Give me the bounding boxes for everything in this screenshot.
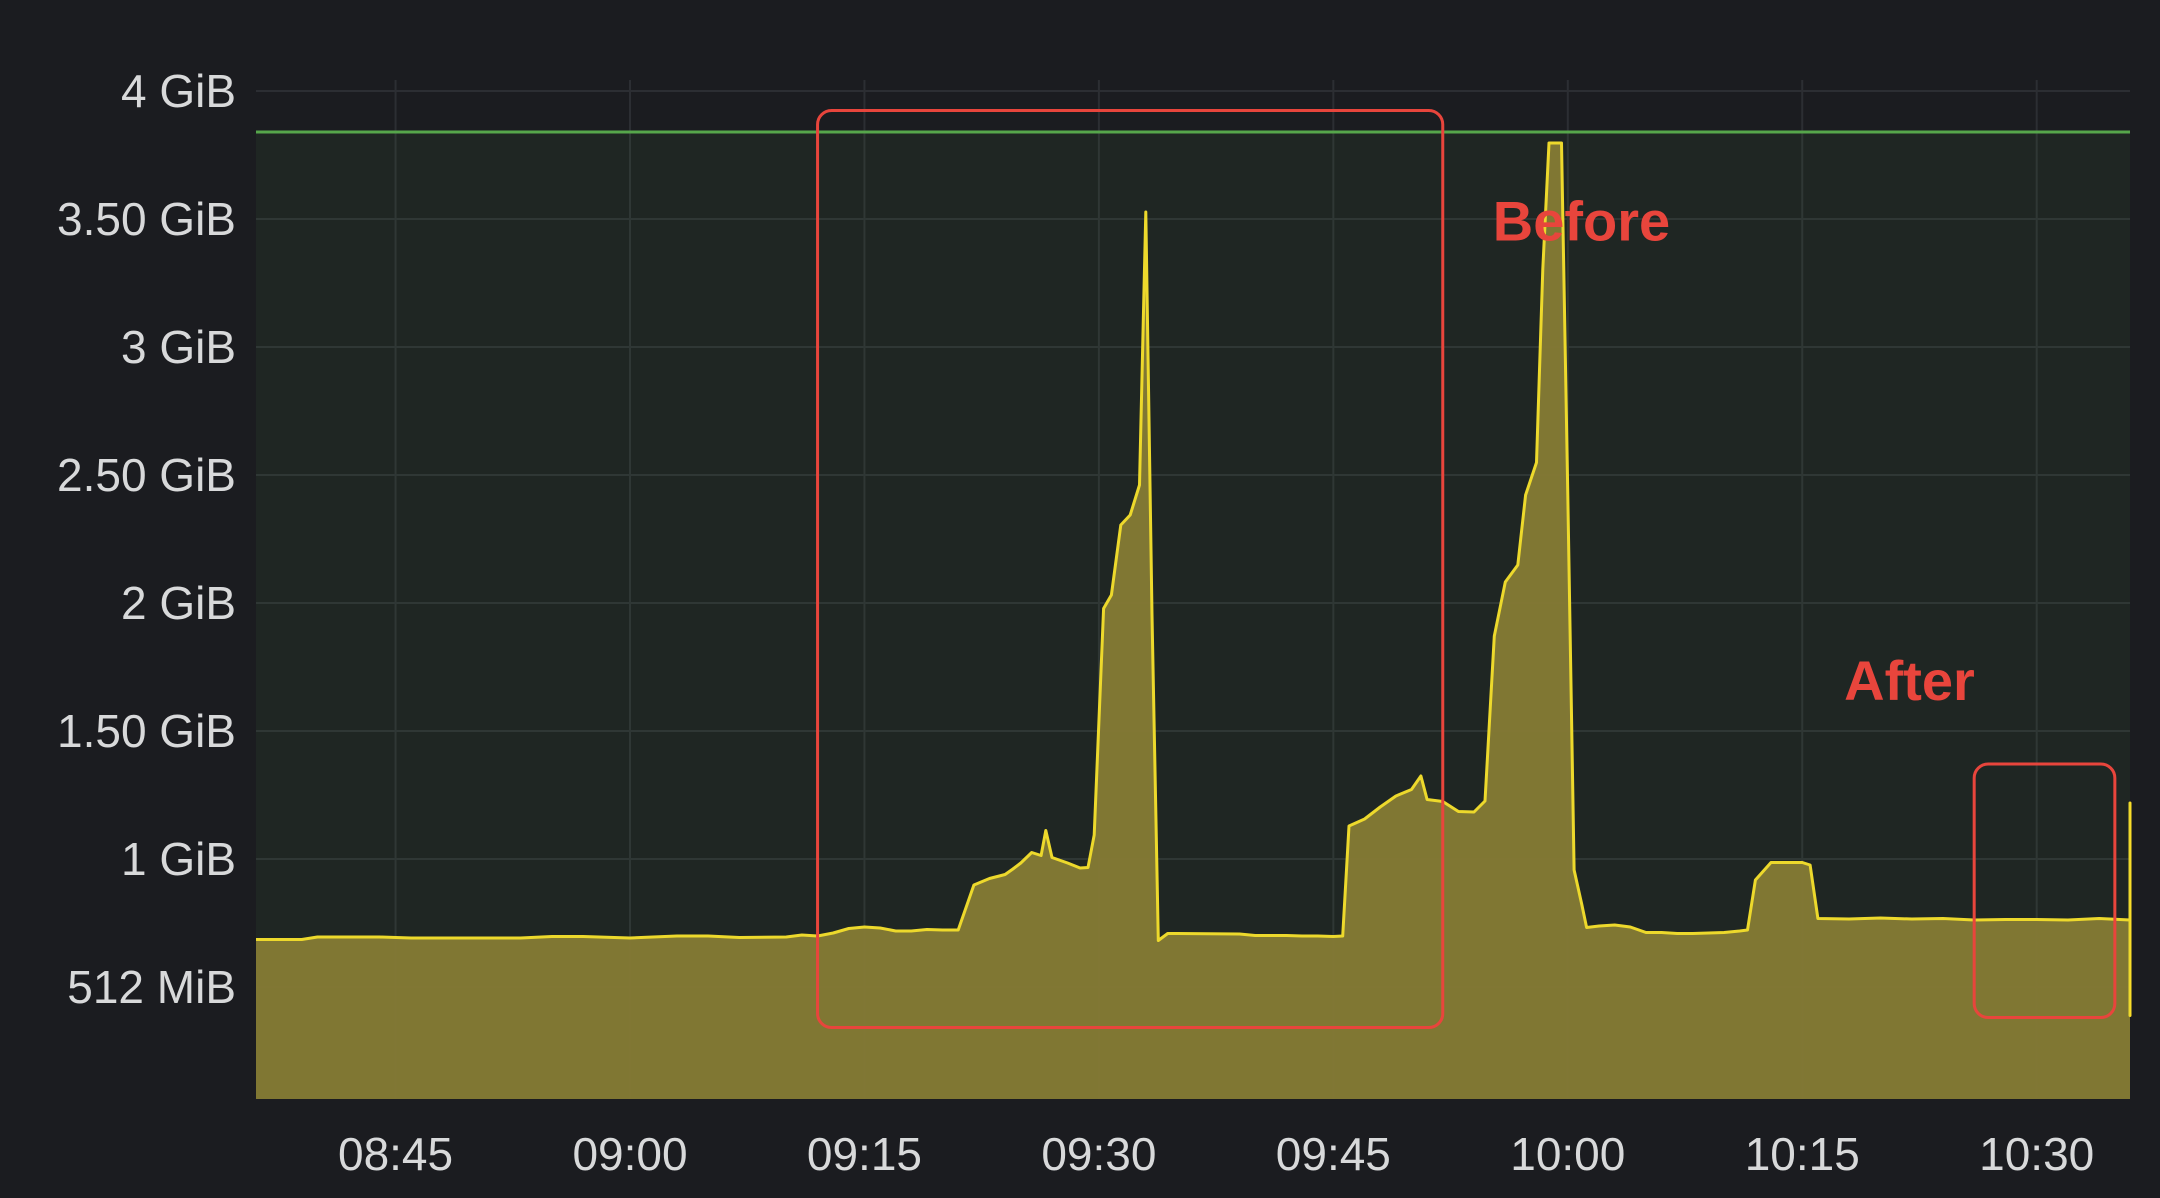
x-tick-label: 10:30 (1979, 1128, 2094, 1180)
y-tick-label: 1.50 GiB (57, 705, 236, 757)
x-tick-label: 09:15 (807, 1128, 922, 1180)
annotation-label-before: Before (1493, 190, 1670, 253)
y-tick-label: 4 GiB (121, 65, 236, 117)
threshold-band (256, 132, 2130, 1099)
threshold-layer (256, 132, 2130, 1099)
y-tick-label: 2 GiB (121, 577, 236, 629)
y-tick-label: 3.50 GiB (57, 193, 236, 245)
x-tick-label: 09:00 (572, 1128, 687, 1180)
x-tick-label: 09:30 (1041, 1128, 1156, 1180)
x-axis: 08:45 09:00 09:15 09:30 09:45 10:00 10:15 10:30 (338, 1128, 2094, 1180)
y-tick-label: 2.50 GiB (57, 449, 236, 501)
y-axis: 512 MiB 1 GiB 1.50 GiB 2 GiB 2.50 GiB 3 GiB 3.… (57, 65, 236, 1013)
y-tick-label: 512 MiB (67, 961, 236, 1013)
annotation-label-after: After (1844, 649, 1975, 712)
x-tick-label: 08:45 (338, 1128, 453, 1180)
x-tick-label: 09:45 (1276, 1128, 1391, 1180)
x-tick-label: 10:15 (1745, 1128, 1860, 1180)
y-tick-label: 1 GiB (121, 833, 236, 885)
x-tick-label: 10:00 (1510, 1128, 1625, 1180)
y-tick-label: 3 GiB (121, 321, 236, 373)
